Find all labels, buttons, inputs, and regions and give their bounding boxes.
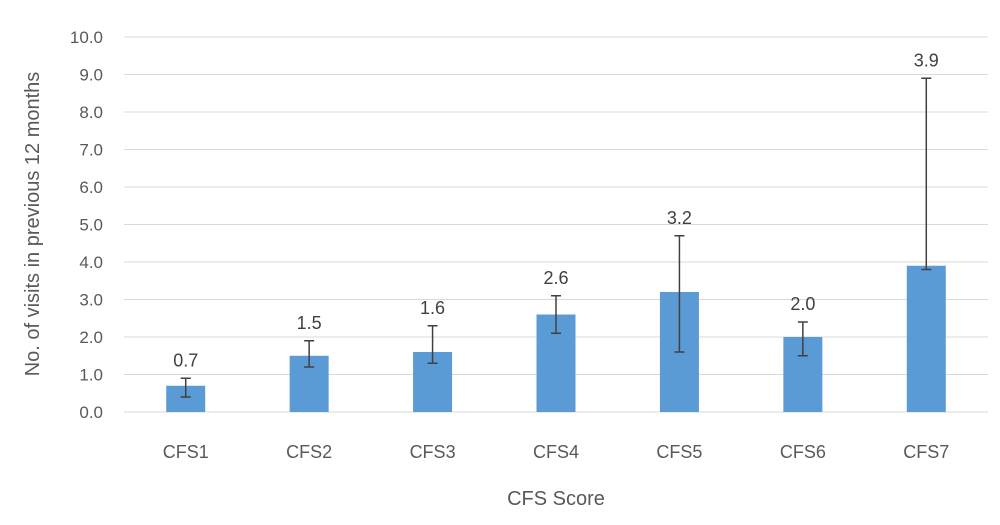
data-label-cfs7: 3.9: [914, 50, 939, 70]
y-tick-label: 10.0: [70, 28, 103, 47]
error-bar-cfs7: [921, 77, 932, 271]
x-category-cfs1: CFS1: [163, 442, 209, 462]
y-tick-label: 2.0: [79, 328, 103, 347]
y-tick-label: 4.0: [79, 253, 103, 272]
y-tick-label: 5.0: [79, 216, 103, 235]
y-tick-label: 1.0: [79, 366, 103, 385]
y-tick-label: 9.0: [79, 66, 103, 85]
data-labels: 0.7 1.5 1.6 2.6 3.2 2.0 3.9: [173, 50, 939, 370]
error-bar-cfs1: [180, 377, 191, 398]
data-label-cfs2: 1.5: [297, 313, 322, 333]
y-axis-ticks: 0.0 1.0 2.0 3.0 4.0 5.0 6.0 7.0 8.0 9.0 10.0: [70, 28, 103, 422]
data-label-cfs3: 1.6: [420, 298, 445, 318]
error-bar-cfs5: [674, 235, 685, 353]
y-tick-label: 6.0: [79, 178, 103, 197]
x-category-cfs5: CFS5: [656, 442, 702, 462]
y-axis-title: No. of visits in previous 12 months: [22, 72, 44, 377]
x-category-cfs7: CFS7: [903, 442, 949, 462]
gridlines: [124, 36, 988, 413]
x-category-cfs6: CFS6: [780, 442, 826, 462]
y-tick-label: 3.0: [79, 291, 103, 310]
x-category-cfs3: CFS3: [410, 442, 456, 462]
data-label-cfs1: 0.7: [173, 350, 198, 370]
error-bar-cfs4: [551, 295, 561, 334]
data-label-cfs4: 2.6: [543, 268, 568, 288]
x-axis-title: CFS Score: [507, 488, 605, 510]
error-bars: [180, 77, 932, 398]
x-category-cfs4: CFS4: [533, 442, 579, 462]
bar-cfs7: [906, 265, 946, 412]
x-category-cfs2: CFS2: [286, 442, 332, 462]
error-bar-cfs2: [304, 340, 315, 368]
error-bar-cfs6: [797, 321, 808, 357]
data-label-cfs6: 2.0: [790, 294, 815, 314]
data-label-cfs5: 3.2: [667, 208, 692, 228]
x-axis-categories: CFS1 CFS2 CFS3 CFS4 CFS5 CFS6 CFS7: [163, 442, 950, 462]
y-tick-label: 0.0: [79, 403, 103, 422]
y-tick-label: 8.0: [79, 103, 103, 122]
error-bar-cfs3: [427, 325, 438, 364]
y-tick-label: 7.0: [79, 141, 103, 160]
